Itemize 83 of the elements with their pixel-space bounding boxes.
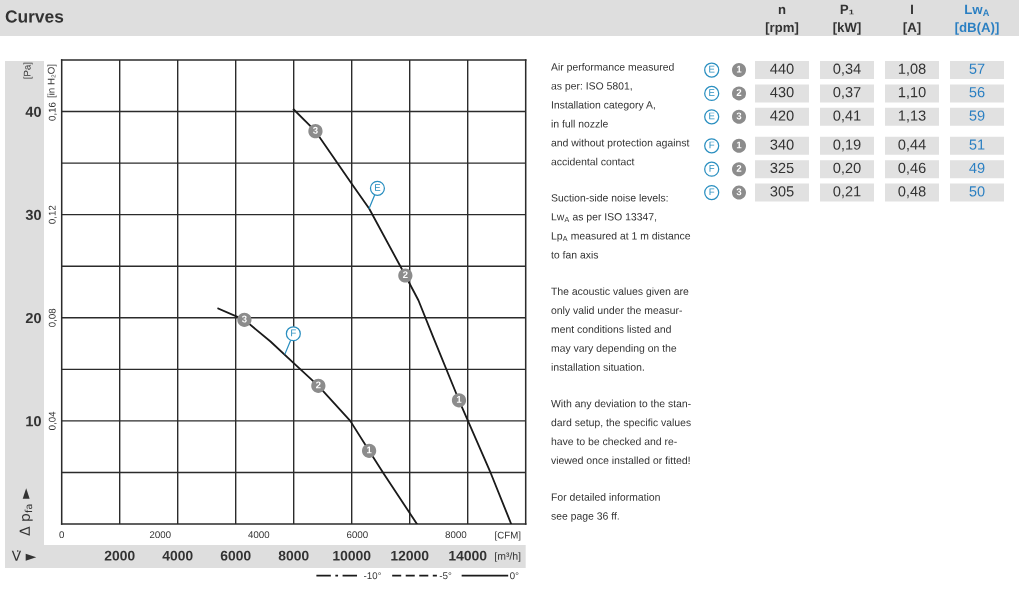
category-label: F xyxy=(709,165,715,172)
category-label: 2 xyxy=(736,164,742,172)
text: Air performance measured as per: ISO 5801, Installation category A, in full nozzle and without protection against accidental contact xyxy=(551,62,690,166)
text: 420 xyxy=(770,110,794,121)
y-axis-title: [Pa] xyxy=(23,62,33,79)
category-label: E xyxy=(709,65,715,73)
text: 56 xyxy=(969,86,985,98)
text: 340 xyxy=(770,139,794,150)
text: 325 xyxy=(770,162,794,174)
text: V̇ ► xyxy=(11,550,37,561)
x2-axis-title: [CFM] xyxy=(495,531,521,541)
text: 440 xyxy=(770,63,794,74)
chart-title: Curves xyxy=(5,10,64,23)
x-tick-label: 14000 xyxy=(449,550,487,561)
legend-label: 0° xyxy=(510,572,519,580)
y2-tick-label: 0,16 xyxy=(48,102,57,121)
y-tick-label: 20 xyxy=(25,312,41,324)
category-label: 3 xyxy=(736,188,742,196)
y2-tick-label: 0,08 xyxy=(48,308,57,327)
category-label: Lw$_{A}$ [dB(A)] xyxy=(955,4,999,35)
text: 0,44 xyxy=(898,139,926,152)
category-label: n [rpm] xyxy=(765,6,799,35)
text: 0,41 xyxy=(833,110,861,123)
x2-tick-label: 2000 xyxy=(149,531,171,539)
y-tick-label: 10 xyxy=(26,415,41,427)
category-label: P₁ [kW] xyxy=(833,4,861,35)
x2-tick-label: 6000 xyxy=(347,531,368,539)
category-label: 3 xyxy=(736,112,742,120)
category-label: E xyxy=(709,112,715,120)
category-label: I [A] xyxy=(903,4,921,35)
legend-label: -10° xyxy=(363,572,381,580)
text: Δ p$_{fa}$ ► xyxy=(19,488,33,536)
text: 0,19 xyxy=(833,139,861,152)
y-tick-label: 30 xyxy=(25,209,41,221)
x2-tick-label: 4000 xyxy=(248,531,270,539)
text: 305 xyxy=(770,186,794,197)
text: 430 xyxy=(770,86,794,98)
category-label: F xyxy=(709,141,715,149)
text: Suction-side noise levels: Lw$_{A}$ as per ISO 13347, Lp$_{A}$ measured at 1 m distance to fan axis xyxy=(551,193,691,259)
x-tick-label: 6000 xyxy=(220,550,251,561)
category-label: 1 xyxy=(736,65,742,73)
text: 59 xyxy=(969,110,985,121)
text: 0,34 xyxy=(833,63,861,76)
text: 1,08 xyxy=(898,63,926,76)
x-tick-label: 10000 xyxy=(333,550,371,561)
text: For detailed information see page 36 ff. xyxy=(551,493,660,522)
x2-tick-label: 0 xyxy=(59,531,65,539)
text: 50 xyxy=(969,186,985,197)
text: 51 xyxy=(969,139,985,150)
x-tick-label: 2000 xyxy=(104,550,135,561)
annotation: 3 xyxy=(241,315,247,323)
text: The acoustic values given are only valid under the measur- ment conditions listed and may vary depending on the installation situation. xyxy=(551,287,689,371)
text: 57 xyxy=(969,63,985,74)
x2-tick-label: 8000 xyxy=(445,531,467,539)
text: With any deviation to the stan- dard setup, the specific values have to be checked and re- viewed once installed or fitted! xyxy=(551,399,691,465)
x-tick-label: 8000 xyxy=(278,550,309,561)
category-label: F xyxy=(709,188,715,196)
annotation: 3 xyxy=(312,126,318,134)
y2-axis-title: [in H₂O] xyxy=(47,64,57,98)
text: 0,37 xyxy=(833,86,861,100)
text: 0,46 xyxy=(898,162,926,175)
annotation: F xyxy=(291,329,296,337)
x-tick-label: 12000 xyxy=(391,550,429,561)
annotation: 2 xyxy=(402,271,408,279)
category-label: 1 xyxy=(736,141,742,149)
y2-tick-label: 0,04 xyxy=(48,411,57,430)
text: 0,20 xyxy=(833,162,861,175)
category-label: E xyxy=(709,89,715,96)
text: 0,21 xyxy=(833,186,861,199)
x-tick-label: 4000 xyxy=(162,550,193,561)
annotation: 1 xyxy=(456,396,462,403)
text: 1,13 xyxy=(898,110,926,123)
category-label: 2 xyxy=(736,89,742,96)
annotation: 2 xyxy=(315,381,321,389)
y2-tick-label: 0,12 xyxy=(48,205,57,224)
text: 0,48 xyxy=(898,186,926,199)
text: 1,10 xyxy=(898,86,926,100)
x-axis-title: [m³/h] xyxy=(495,552,521,562)
text: 49 xyxy=(969,162,985,174)
legend-label: -5° xyxy=(439,572,452,580)
annotation: 1 xyxy=(367,446,372,454)
annotation: E xyxy=(374,184,381,191)
y-tick-label: 40 xyxy=(25,106,41,117)
